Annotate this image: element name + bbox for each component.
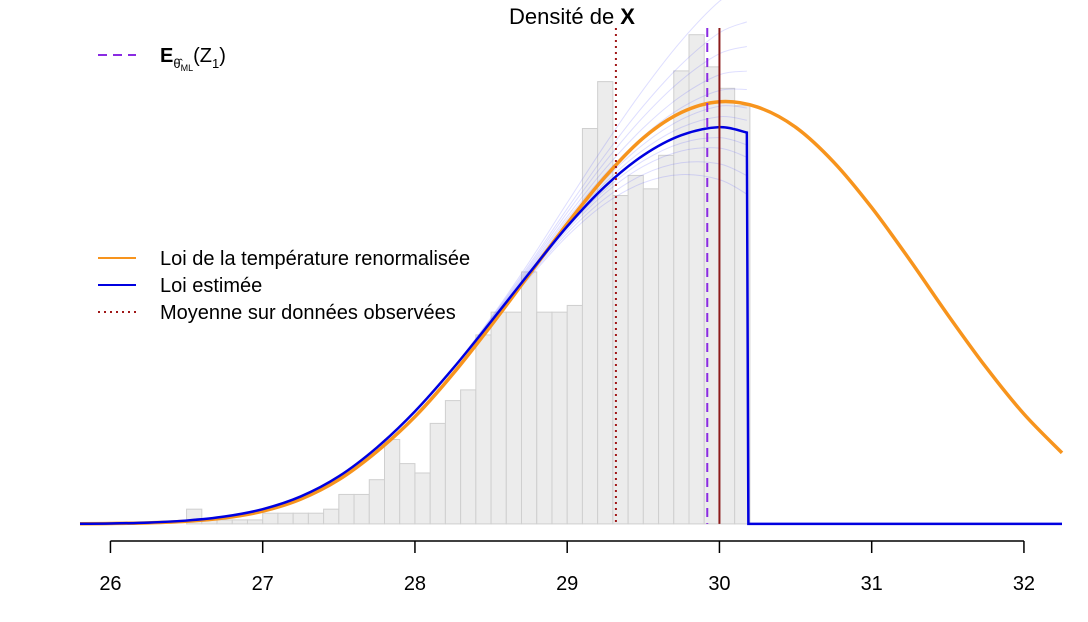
hist-bar xyxy=(323,508,340,525)
hist-bar xyxy=(521,271,538,525)
hist-bar xyxy=(368,479,385,525)
legend-top: Eθ̂ML(Z1) xyxy=(98,45,226,73)
hist-bar xyxy=(627,174,644,525)
hist-bar xyxy=(277,512,294,525)
hist-bar xyxy=(292,512,309,525)
hist-bar xyxy=(658,154,675,525)
hist-bar xyxy=(673,70,690,525)
curve-temperature xyxy=(79,99,1064,526)
chart-title-bold: X xyxy=(620,4,635,29)
hist-bar xyxy=(262,512,279,525)
hist-bar xyxy=(718,87,736,525)
hist-bar xyxy=(246,519,264,525)
hist-bar xyxy=(231,519,248,525)
hist-bar xyxy=(475,334,492,525)
x-tick-label: 27 xyxy=(252,573,274,595)
vertical-lines xyxy=(614,28,721,524)
x-tick-label: 29 xyxy=(556,573,578,595)
hist-bar xyxy=(505,311,523,525)
hist-bar xyxy=(490,311,507,525)
x-tick-label: 28 xyxy=(404,573,426,595)
legend-label-orange: Loi de la température renormalisée xyxy=(160,248,470,270)
hist-bar xyxy=(551,311,568,525)
hist-bar xyxy=(338,493,355,525)
x-tick-label: 30 xyxy=(708,573,730,595)
hist-bar xyxy=(429,422,446,525)
hist-bar xyxy=(566,304,583,525)
x-axis: 26 27 28 29 30 31 32 xyxy=(99,540,1035,595)
legend-top-label: Eθ̂ML(Z1) xyxy=(160,45,226,73)
legend-label-blue: Loi estimée xyxy=(160,275,262,297)
hist-bar xyxy=(414,472,431,525)
hist-bar xyxy=(444,400,462,525)
legend-label-dotted: Moyenne sur données observées xyxy=(160,302,456,324)
hist-bar xyxy=(642,188,660,525)
x-tick-label: 31 xyxy=(861,573,883,595)
x-tick-label: 32 xyxy=(1013,573,1035,595)
chart-title-prefix: Densité de xyxy=(509,4,620,29)
curve-estimated xyxy=(79,125,1062,526)
chart-title: Densité de X xyxy=(509,4,635,29)
hist-bar xyxy=(536,311,553,525)
x-tick-label: 26 xyxy=(99,573,121,595)
legend-mid: Loi de la température renormalisée Loi e… xyxy=(98,248,470,324)
hist-bar xyxy=(383,438,401,525)
hist-bar xyxy=(460,389,477,525)
hist-bar xyxy=(353,493,370,525)
hist-bar xyxy=(216,519,233,525)
hist-bar xyxy=(307,512,325,525)
hist-bar xyxy=(399,463,416,525)
density-curves xyxy=(79,99,1064,526)
